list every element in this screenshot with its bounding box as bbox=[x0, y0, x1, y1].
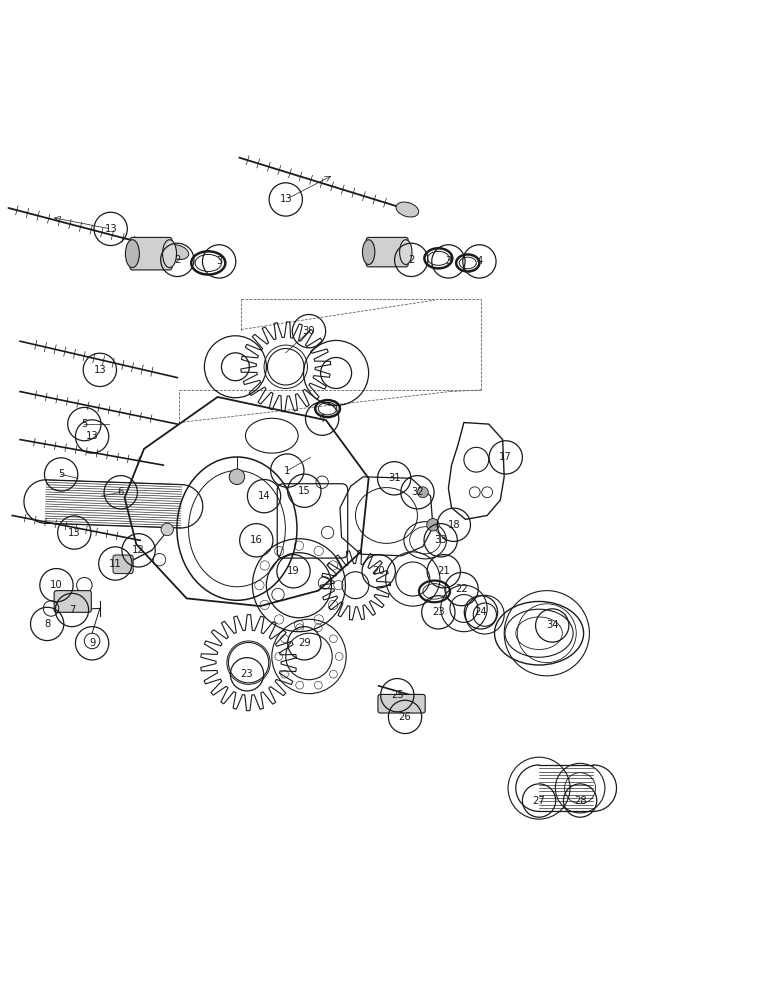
FancyBboxPatch shape bbox=[54, 591, 92, 612]
Text: 2: 2 bbox=[408, 255, 414, 265]
Text: 13: 13 bbox=[68, 528, 81, 538]
FancyBboxPatch shape bbox=[113, 555, 133, 574]
Text: 5: 5 bbox=[81, 419, 88, 429]
Text: 24: 24 bbox=[475, 607, 487, 617]
Text: 7: 7 bbox=[69, 605, 75, 615]
FancyBboxPatch shape bbox=[366, 237, 408, 267]
Text: 3: 3 bbox=[445, 256, 452, 266]
Text: 19: 19 bbox=[287, 566, 300, 576]
Text: 1: 1 bbox=[284, 466, 290, 476]
Text: 29: 29 bbox=[298, 638, 310, 648]
Text: 27: 27 bbox=[532, 796, 546, 806]
Text: 4: 4 bbox=[319, 414, 325, 424]
Text: 26: 26 bbox=[399, 712, 411, 722]
Text: 23: 23 bbox=[241, 669, 253, 679]
Text: 12: 12 bbox=[132, 545, 145, 555]
Text: 25: 25 bbox=[391, 690, 404, 700]
Text: 3: 3 bbox=[216, 256, 222, 266]
Circle shape bbox=[161, 523, 173, 536]
Text: 13: 13 bbox=[94, 365, 106, 375]
Text: 28: 28 bbox=[573, 796, 587, 806]
Ellipse shape bbox=[126, 240, 140, 268]
Text: 13: 13 bbox=[279, 194, 292, 204]
Text: 33: 33 bbox=[435, 535, 447, 545]
Text: 13: 13 bbox=[86, 431, 99, 441]
Text: 32: 32 bbox=[411, 487, 424, 497]
Text: 30: 30 bbox=[303, 326, 315, 336]
Text: 21: 21 bbox=[438, 566, 450, 576]
FancyBboxPatch shape bbox=[378, 694, 425, 713]
Text: 5: 5 bbox=[58, 469, 64, 479]
Text: 8: 8 bbox=[44, 619, 50, 629]
Circle shape bbox=[229, 469, 244, 485]
Ellipse shape bbox=[362, 240, 375, 265]
Text: 18: 18 bbox=[448, 520, 460, 530]
Text: 13: 13 bbox=[105, 224, 117, 234]
Text: 15: 15 bbox=[298, 486, 310, 496]
Ellipse shape bbox=[163, 240, 176, 268]
Ellipse shape bbox=[396, 202, 419, 217]
Text: 17: 17 bbox=[500, 452, 512, 462]
Text: 34: 34 bbox=[546, 620, 559, 630]
Text: 4: 4 bbox=[476, 256, 483, 266]
Circle shape bbox=[417, 487, 428, 498]
Text: 31: 31 bbox=[388, 473, 400, 483]
FancyBboxPatch shape bbox=[130, 237, 171, 270]
Text: 9: 9 bbox=[89, 638, 95, 648]
Text: 22: 22 bbox=[456, 584, 468, 594]
Text: 2: 2 bbox=[174, 255, 181, 265]
Ellipse shape bbox=[400, 240, 412, 265]
Text: 14: 14 bbox=[258, 491, 270, 501]
Circle shape bbox=[427, 519, 439, 531]
Text: 20: 20 bbox=[372, 566, 385, 576]
Ellipse shape bbox=[166, 245, 189, 259]
Text: 6: 6 bbox=[118, 487, 124, 497]
Text: 23: 23 bbox=[432, 607, 445, 617]
Text: 16: 16 bbox=[250, 535, 263, 545]
Text: 11: 11 bbox=[109, 559, 122, 569]
Text: 10: 10 bbox=[50, 580, 63, 590]
